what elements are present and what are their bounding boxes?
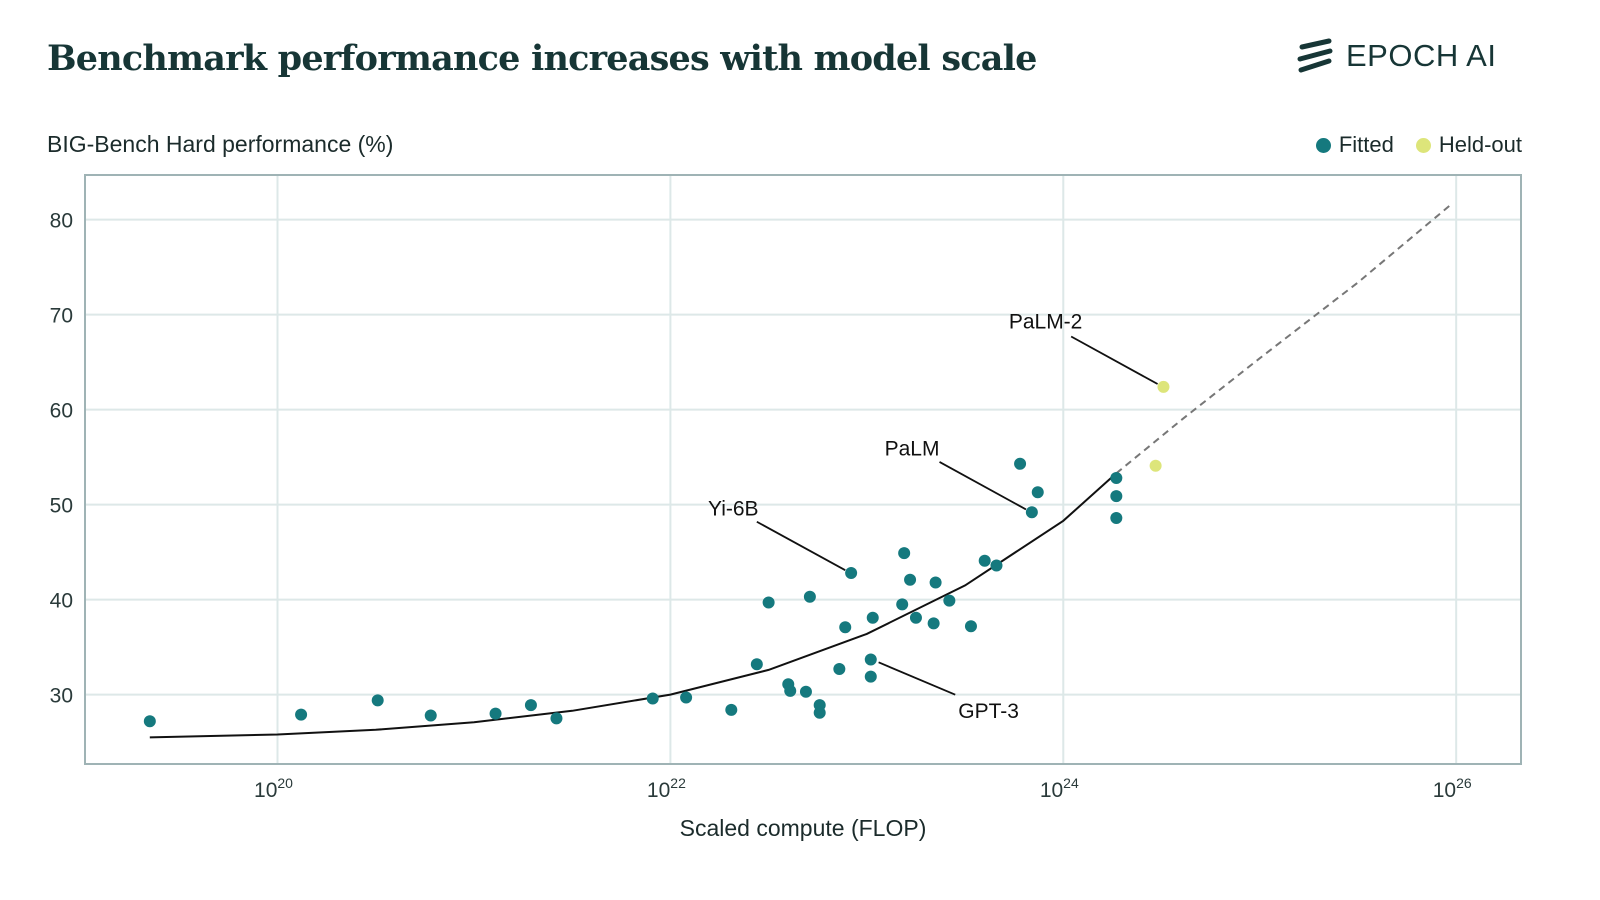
annotation-label: Yi-6B bbox=[708, 498, 759, 521]
fitted-point bbox=[909, 611, 922, 624]
x-tick-label: 1022 bbox=[647, 775, 686, 802]
y-tick-label: 50 bbox=[50, 495, 73, 518]
fitted-point bbox=[927, 617, 940, 630]
y-tick-label: 60 bbox=[50, 400, 73, 423]
fitted-point bbox=[845, 567, 858, 580]
legend-item-heldout: Held-out bbox=[1415, 132, 1522, 158]
legend-swatch-heldout bbox=[1415, 137, 1431, 153]
fitted-point bbox=[1110, 490, 1123, 503]
annotation-leader-line bbox=[756, 520, 846, 571]
plot-frame bbox=[84, 174, 1522, 765]
fitted-point bbox=[943, 594, 956, 607]
fitted-point bbox=[784, 684, 797, 697]
fitted-point bbox=[896, 598, 909, 611]
y-tick-label: 30 bbox=[50, 685, 73, 708]
fitted-point bbox=[680, 691, 693, 704]
fitted-point bbox=[762, 596, 775, 609]
fitted-point bbox=[750, 658, 763, 671]
epoch-logo-icon bbox=[1297, 38, 1333, 73]
annotation-leader-line bbox=[1070, 335, 1159, 385]
fitted-point bbox=[725, 703, 738, 716]
legend: Fitted Held-out bbox=[1315, 132, 1522, 158]
fitted-point bbox=[1031, 486, 1044, 499]
annotation-leader-line bbox=[939, 461, 1027, 511]
fitted-point bbox=[550, 712, 563, 725]
fitted-point bbox=[898, 547, 911, 560]
fitted-point bbox=[866, 611, 879, 624]
fitted-point bbox=[371, 694, 384, 707]
fitted-point bbox=[813, 706, 826, 719]
fitted-point bbox=[964, 620, 977, 633]
x-axis-label: Scaled compute (FLOP) bbox=[679, 815, 927, 841]
fitted-point bbox=[489, 707, 502, 720]
heldout-point bbox=[1157, 380, 1170, 393]
fitted-point bbox=[1025, 506, 1038, 519]
legend-label: Fitted bbox=[1338, 132, 1394, 157]
fitted-point bbox=[929, 576, 942, 589]
fitted-point bbox=[904, 573, 917, 586]
fitted-point bbox=[1110, 511, 1123, 524]
fitted-point bbox=[524, 699, 537, 712]
y-axis-label: BIG-Bench Hard performance (%) bbox=[47, 131, 394, 157]
annotation-label: PaLM bbox=[885, 438, 940, 461]
x-tick-label: 1020 bbox=[254, 775, 293, 802]
annotation-label: GPT-3 bbox=[958, 700, 1019, 723]
chart-title: Benchmark performance increases with mod… bbox=[47, 38, 1037, 79]
legend-swatch-fitted bbox=[1315, 137, 1331, 153]
fitted-point bbox=[799, 685, 812, 698]
annotation-leader-line bbox=[878, 661, 956, 696]
fitted-point bbox=[978, 554, 991, 567]
fitted-point bbox=[803, 590, 816, 603]
fitted-point bbox=[839, 621, 852, 634]
fitted-point bbox=[1110, 472, 1123, 485]
y-tick-label: 80 bbox=[50, 210, 73, 233]
fitted-point bbox=[1014, 457, 1027, 470]
fitted-point bbox=[646, 692, 659, 705]
y-tick-label: 40 bbox=[50, 590, 73, 613]
legend-label: Held-out bbox=[1438, 132, 1522, 157]
annotation-label: PaLM-2 bbox=[1009, 310, 1083, 333]
logo-text: EPOCH AI bbox=[1346, 38, 1497, 73]
epoch-ai-logo: EPOCH AI bbox=[1296, 38, 1496, 74]
x-tick-label: 1026 bbox=[1433, 775, 1472, 802]
fitted-point bbox=[864, 653, 877, 666]
fitted-point bbox=[864, 670, 877, 683]
heldout-point bbox=[1149, 459, 1162, 472]
fitted-point bbox=[424, 709, 437, 722]
y-tick-label: 70 bbox=[50, 305, 73, 328]
legend-item-fitted: Fitted bbox=[1315, 132, 1394, 158]
fitted-point bbox=[143, 715, 156, 728]
fitted-point bbox=[833, 663, 846, 675]
fit-curve bbox=[149, 472, 1117, 739]
extrapolation-curve bbox=[1115, 202, 1453, 475]
fitted-point bbox=[295, 708, 308, 721]
x-tick-label: 1024 bbox=[1040, 775, 1079, 802]
fitted-point bbox=[990, 559, 1003, 572]
